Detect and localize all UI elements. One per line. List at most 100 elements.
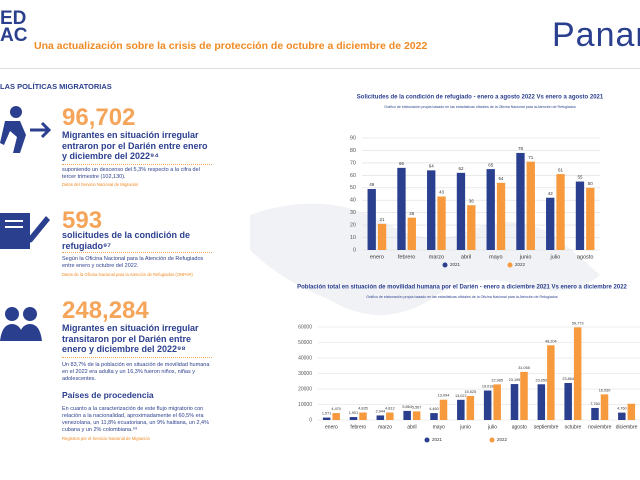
bar [573, 327, 582, 420]
x-tick-label: marzo [429, 254, 444, 260]
legend-label: 2022 [497, 437, 508, 442]
x-tick-label: enero [325, 424, 338, 430]
data-label: 55 [577, 175, 583, 180]
data-label: 66 [399, 161, 405, 166]
y-tick-label: 10 [350, 235, 356, 241]
stat-source: Registros por el Servicio Nacional de Mi… [62, 436, 150, 441]
x-tick-label: marzo [378, 424, 392, 430]
bar [496, 182, 506, 250]
stat-label: Migrantes en situación irregular transit… [62, 323, 199, 354]
y-tick-label: 50000 [298, 340, 312, 346]
bar [397, 167, 406, 250]
x-tick-label: septiembre [534, 424, 559, 430]
x-tick-label: abril [407, 424, 416, 430]
bar [486, 169, 495, 250]
data-label: 23,050 [536, 378, 548, 382]
bar [322, 417, 331, 420]
data-label: 2,944 [376, 409, 386, 413]
stat-source: Datos del Servicio Nacional de Migración [62, 182, 139, 187]
x-tick-label: agosto [577, 254, 594, 260]
bar [430, 413, 438, 420]
bar [591, 407, 599, 420]
legend-label: 2021 [432, 437, 443, 442]
bar [467, 205, 476, 250]
data-label: 1,901 [349, 411, 359, 415]
bar [439, 399, 448, 420]
bar [618, 412, 626, 420]
stat-number: 96,702 [62, 104, 136, 131]
data-label: 4,835 [358, 407, 368, 411]
x-tick-label: abril [461, 254, 471, 260]
data-label: 4,812 [385, 407, 395, 411]
separator [62, 252, 212, 253]
bar [412, 411, 421, 420]
y-tick-label: 70 [350, 160, 356, 166]
bar [466, 395, 475, 420]
logo: AC [0, 25, 28, 46]
data-label: 16,530 [599, 388, 611, 392]
y-tick-label: 30 [350, 210, 356, 216]
bar [437, 196, 446, 250]
data-label: 23,195 [509, 378, 521, 382]
data-label: 42 [548, 191, 554, 196]
bar [546, 197, 555, 250]
data-label: 13,094 [438, 394, 450, 398]
data-label: 78 [518, 146, 524, 151]
bar [510, 384, 519, 420]
stat-note: Un 83,7% de la población en situación de… [62, 362, 210, 382]
icon-document [0, 213, 50, 249]
y-tick-label: 80 [350, 148, 356, 154]
bar [556, 174, 565, 250]
data-label: 4,470 [331, 407, 341, 411]
x-tick-label: agosto [512, 424, 527, 430]
icon-people [0, 307, 42, 341]
bar [547, 345, 555, 420]
logo: ED [0, 8, 27, 29]
data-label: 61 [558, 167, 564, 172]
bar [493, 384, 501, 420]
legend-marker [489, 437, 495, 443]
y-tick-label: 60000 [298, 324, 312, 330]
chart-title: Solicitudes de la condición de refugiado… [357, 95, 604, 101]
bar [564, 383, 572, 420]
bar [520, 371, 528, 420]
bar [586, 187, 595, 250]
data-label: 5,864 [402, 405, 412, 409]
data-label: 49 [369, 182, 375, 187]
bar [575, 181, 585, 250]
bar [376, 415, 385, 420]
data-label: 15,525 [465, 390, 477, 394]
data-label: 48,204 [545, 339, 557, 343]
bar [349, 417, 358, 420]
x-tick-label: mayo [489, 254, 502, 260]
data-label: 64 [429, 164, 435, 169]
x-tick-label: enero [370, 254, 384, 260]
legend-label: 2022 [515, 262, 526, 267]
y-tick-label: 90 [350, 135, 356, 141]
y-tick-label: 20 [350, 223, 356, 229]
bar [403, 410, 411, 420]
data-label: 19,018 [482, 385, 494, 389]
chart-subtitle: Gráfico de elaboración propia basado en … [366, 295, 558, 299]
chart-title: Población total en situación de movilida… [297, 285, 627, 291]
legend-marker [442, 262, 448, 268]
legend-marker [424, 437, 430, 443]
data-label: 7,760 [590, 402, 600, 406]
bar [386, 412, 394, 420]
data-label: 22,985 [491, 378, 503, 382]
stat-label: Migrantes en situación irregular entraro… [62, 130, 208, 161]
x-tick-label: junio [459, 424, 471, 430]
x-tick-label: noviembre [588, 424, 612, 430]
legend-label: 2021 [450, 262, 461, 267]
separator [62, 164, 212, 165]
y-tick-label: 60 [350, 173, 356, 179]
bar [457, 399, 465, 420]
data-label: 43 [439, 190, 445, 195]
data-label: 65 [488, 162, 494, 167]
y-tick-label: 10000 [298, 402, 312, 408]
y-tick-label: 0 [309, 417, 312, 423]
section-title: LAS POLÍTICAS MIGRATORIAS [0, 82, 112, 91]
x-tick-label: julio [549, 254, 560, 260]
